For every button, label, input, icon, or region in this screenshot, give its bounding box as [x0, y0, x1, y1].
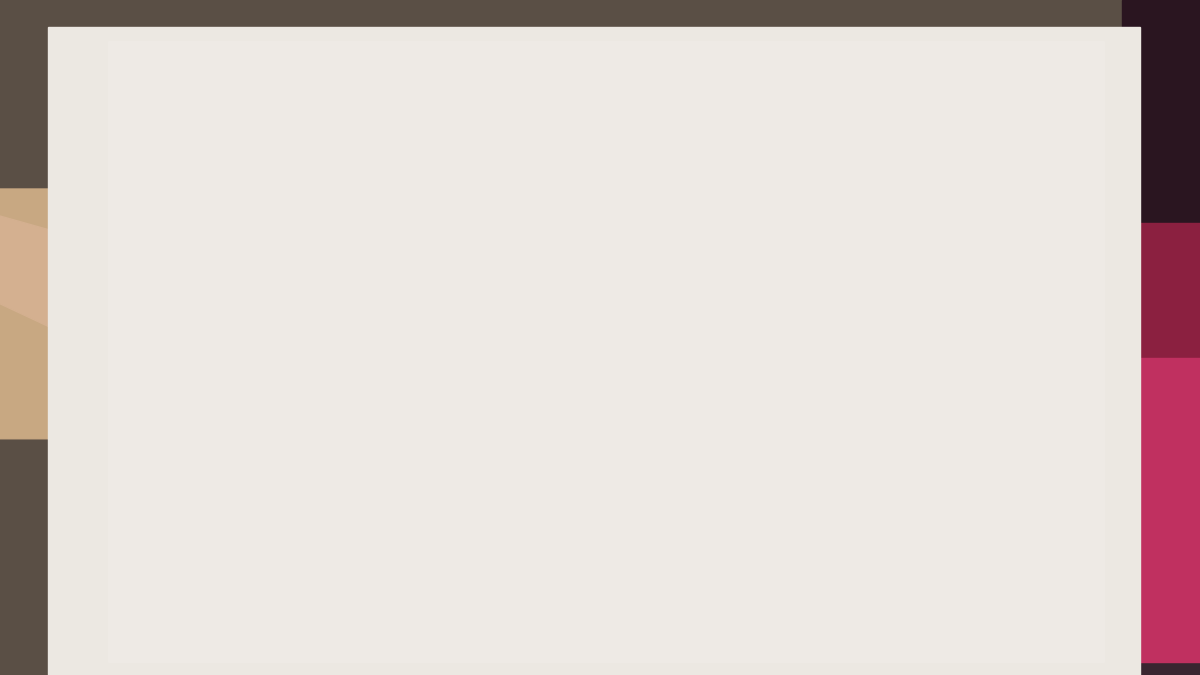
Text: iii.  It would be reasonable to swap “<” for “≠” in the alternative hypothesis.: iii. It would be reasonable to swap “<” … [162, 346, 802, 360]
Text: H$_0$: $\bar{x}$ = 5: H$_0$: $\bar{x}$ = 5 [108, 116, 197, 137]
Text: statements are accurate?: statements are accurate? [108, 241, 329, 256]
Text: The sample mean of 100 cases used to implement the hypothesis test is $\bar{x}$ : The sample mean of 100 cases used to imp… [108, 206, 1001, 225]
Bar [1134, 223, 1200, 662]
Polygon shape [0, 189, 120, 439]
Text: MyOpenMath: MyOpenMath [559, 32, 641, 45]
Text: i.  This is a one-sided hypothesis test.: i. This is a one-sided hypothesis test. [162, 278, 475, 293]
Text: ii only: ii only [164, 423, 215, 438]
Text: Below is a hypothesis test set up by a student who recently took introductory st: Below is a hypothesis test set up by a s… [108, 68, 869, 82]
Bar [1122, 0, 1200, 675]
Text: iii only: iii only [164, 466, 220, 481]
Text: i and ii: i and ii [164, 508, 221, 523]
Bar [1140, 358, 1200, 662]
Text: 11/1/2020: 11/1/2020 [66, 32, 130, 45]
Bar [1056, 594, 1200, 675]
Polygon shape [0, 216, 120, 338]
Text: i only: i only [164, 381, 210, 396]
Text: i and iii: i and iii [164, 551, 226, 566]
Bar [108, 40, 1104, 662]
Text: H$_A$: $\bar{x}$ \u2260 5: H$_A$: $\bar{x}$ \u2260 5 [108, 161, 252, 182]
Text: ii and iii: ii and iii [164, 593, 230, 608]
Text: ii.  There is an error in how these hypotheses were constructed.: ii. There is an error in how these hypot… [162, 312, 691, 327]
